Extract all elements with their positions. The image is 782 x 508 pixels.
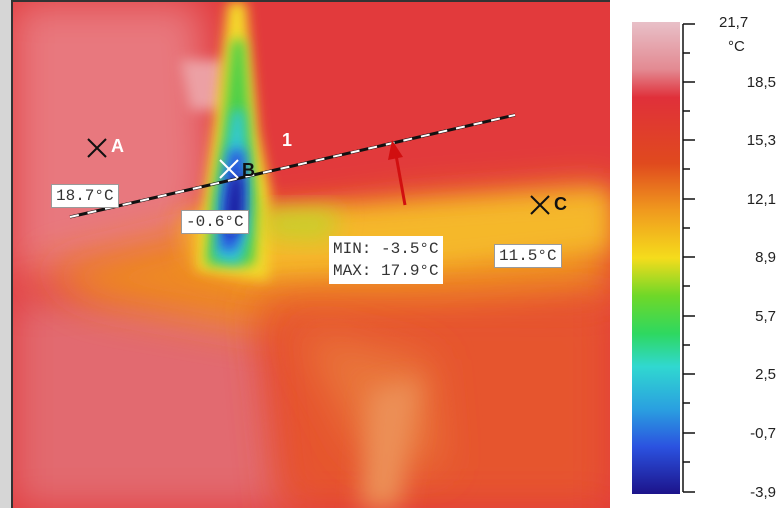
marker-b-cross <box>219 159 239 179</box>
line-max-text: MAX: 17.9°C <box>333 262 439 280</box>
scale-ticks <box>683 23 695 493</box>
line-number-label: 1 <box>282 130 293 150</box>
marker-a-temp-label: 18.7°C <box>51 184 119 208</box>
scale-tick-label: 8,9 <box>755 249 776 266</box>
marker-c-letter: C <box>554 194 567 214</box>
marker-c-temp-label: 11.5°C <box>494 244 562 268</box>
scale-tick-label: -3,9 <box>750 484 776 501</box>
marker-b-temp-label: -0.6°C <box>181 210 249 234</box>
scale-tick-label: 21,7 <box>719 14 749 31</box>
line-min-text: MIN: -3.5°C <box>333 240 439 258</box>
scale-tick-label: 15,3 <box>746 132 776 149</box>
marker-a-cross <box>87 138 107 158</box>
scale-unit: °C <box>728 38 745 55</box>
scale-tick-label: 5,7 <box>755 308 776 325</box>
marker-c-cross <box>530 195 550 215</box>
marker-a-letter: A <box>111 136 124 156</box>
color-scale-bar <box>632 22 680 494</box>
line-min-max-label: MIN: -3.5°C MAX: 17.9°C <box>329 236 443 284</box>
scale-tick-label: 18,5 <box>746 74 776 91</box>
marker-b-letter: B <box>242 160 255 180</box>
scale-tick-label: -0,7 <box>750 425 776 442</box>
scale-tick-label: 12,1 <box>746 191 776 208</box>
scale-tick-label: 2,5 <box>755 366 776 383</box>
